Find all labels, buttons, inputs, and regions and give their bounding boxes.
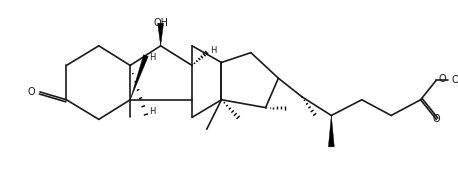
Text: H: H — [149, 107, 155, 116]
Polygon shape — [158, 23, 164, 46]
Text: O: O — [451, 75, 458, 85]
Text: O: O — [438, 74, 446, 84]
Polygon shape — [328, 116, 334, 147]
Text: O: O — [27, 87, 35, 97]
Text: H: H — [149, 53, 155, 62]
Text: H: H — [210, 46, 216, 55]
Polygon shape — [130, 55, 148, 100]
Text: O: O — [432, 114, 440, 124]
Text: OH: OH — [153, 18, 168, 28]
